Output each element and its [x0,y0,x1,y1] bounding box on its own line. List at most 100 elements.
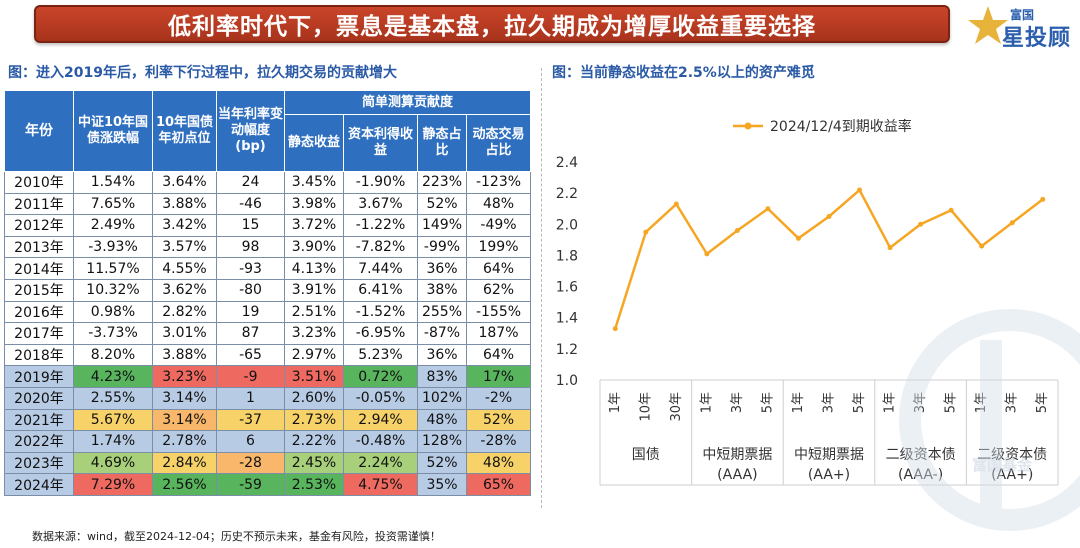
cell-capital-gain: 2.94% [344,409,418,431]
cell-rate-change: -80 [217,279,285,301]
cell-static-return: 3.45% [285,172,344,194]
contribution-table: 年份 中证10年国债涨跌幅 10年国债年初点位 当年利率变动幅度(bp) 简单测… [4,90,531,496]
cell-index-change: 7.29% [74,474,153,496]
y-tick-label: 1.6 [556,280,578,296]
table-row: 2018年 8.20% 3.88% -65 2.97% 5.23% 36% 64% [5,344,531,366]
cell-trading-share: 187% [467,323,531,345]
cell-static-return: 2.73% [285,409,344,431]
cell-capital-gain: 3.67% [344,193,418,215]
cell-rate-change: -37 [217,409,285,431]
cell-capital-gain: -0.05% [344,387,418,409]
table-row: 2010年 1.54% 3.64% 24 3.45% -1.90% 223% -123% [5,172,531,194]
cell-static-return: 3.98% [285,193,344,215]
cell-year: 2021年 [5,409,74,431]
data-point [704,251,709,256]
y-tick-label: 1.8 [556,248,578,264]
cell-rate-change: 1 [217,387,285,409]
cell-index-change: 10.32% [74,279,153,301]
cell-static-share: -99% [418,236,467,258]
cell-start-yield: 3.64% [153,172,217,194]
cell-static-return: 2.51% [285,301,344,323]
cell-start-yield: 4.55% [153,258,217,280]
data-point [735,228,740,233]
cell-index-change: 8.20% [74,344,153,366]
cell-rate-change: -9 [217,366,285,388]
cell-trading-share: -2% [467,387,531,409]
x-group-label: 中短期票据 [702,447,772,463]
cell-static-share: 52% [418,193,467,215]
header-group: 简单测算贡献度 [285,91,531,115]
y-tick-label: 2.2 [556,186,578,202]
cell-rate-change: -65 [217,344,285,366]
x-group-sublabel: (AA+) [808,467,850,483]
cell-static-return: 2.45% [285,452,344,474]
cell-year: 2013年 [5,236,74,258]
cell-capital-gain: 0.72% [344,366,418,388]
y-tick-label: 1.4 [556,311,578,327]
cell-start-yield: 2.78% [153,431,217,453]
cell-trading-share: 199% [467,236,531,258]
cell-trading-share: 64% [467,344,531,366]
table-row: 2019年 4.23% 3.23% -9 3.51% 0.72% 83% 17% [5,366,531,388]
x-group-label: 国债 [632,447,660,463]
cell-start-yield: 3.88% [153,193,217,215]
x-tick-label: 3年 [730,392,745,413]
cell-capital-gain: 5.23% [344,344,418,366]
x-tick-label: 1年 [791,392,806,413]
section-divider [541,68,542,508]
cell-capital-gain: 4.75% [344,474,418,496]
title-banner: 低利率时代下，票息是基本盘，拉久期成为增厚收益重要选择 [34,5,950,43]
cell-static-return: 3.90% [285,236,344,258]
cell-year: 2011年 [5,193,74,215]
cell-start-yield: 3.14% [153,409,217,431]
cell-year: 2019年 [5,366,74,388]
cell-year: 2018年 [5,344,74,366]
cell-start-yield: 2.84% [153,452,217,474]
cell-year: 2017年 [5,323,74,345]
cell-rate-change: -28 [217,452,285,474]
data-point [1010,220,1015,225]
table-row: 2017年 -3.73% 3.01% 87 3.23% -6.95% -87% 187% [5,323,531,345]
header-year: 年份 [5,91,74,172]
cell-capital-gain: 2.24% [344,452,418,474]
cell-capital-gain: -1.52% [344,301,418,323]
data-point [613,326,618,331]
table-subtitle: 图：进入2019年后，利率下行过程中，拉久期交易的贡献增大 [8,62,397,82]
source-note: 数据来源：wind，截至2024-12-04；历史不预示未来，基金有风险，投资需… [32,528,441,544]
cell-static-share: 35% [418,474,467,496]
cell-year: 2015年 [5,279,74,301]
cell-rate-change: 19 [217,301,285,323]
y-tick-label: 2.0 [556,217,578,233]
cell-rate-change: -59 [217,474,285,496]
x-group-label: 中短期票据 [794,447,864,463]
cell-year: 2023年 [5,452,74,474]
cell-trading-share: 64% [467,258,531,280]
cell-rate-change: -93 [217,258,285,280]
header-capital-gain: 资本利得收益 [344,115,418,172]
cell-start-yield: 3.14% [153,387,217,409]
cell-index-change: 2.49% [74,215,153,237]
cell-trading-share: 17% [467,366,531,388]
page-title: 低利率时代下，票息是基本盘，拉久期成为增厚收益重要选择 [168,7,816,41]
data-point [827,214,832,219]
cell-capital-gain: -7.82% [344,236,418,258]
cell-year: 2020年 [5,387,74,409]
cell-trading-share: 52% [467,409,531,431]
cell-static-return: 3.51% [285,366,344,388]
data-point [949,208,954,213]
x-group-sublabel: (AAA) [717,467,757,483]
cell-static-return: 3.72% [285,215,344,237]
table-row: 2012年 2.49% 3.42% 15 3.72% -1.22% 149% -49% [5,215,531,237]
cell-capital-gain: -0.48% [344,431,418,453]
cell-trading-share: 48% [467,452,531,474]
cell-capital-gain: -1.90% [344,172,418,194]
cell-trading-share: 65% [467,474,531,496]
cell-index-change: -3.73% [74,323,153,345]
cell-capital-gain: -6.95% [344,323,418,345]
cell-index-change: 2.55% [74,387,153,409]
cell-static-share: 102% [418,387,467,409]
cell-trading-share: 62% [467,279,531,301]
cell-static-return: 3.23% [285,323,344,345]
data-point [674,202,679,207]
header-rate-change: 当年利率变动幅度(bp) [217,91,285,172]
